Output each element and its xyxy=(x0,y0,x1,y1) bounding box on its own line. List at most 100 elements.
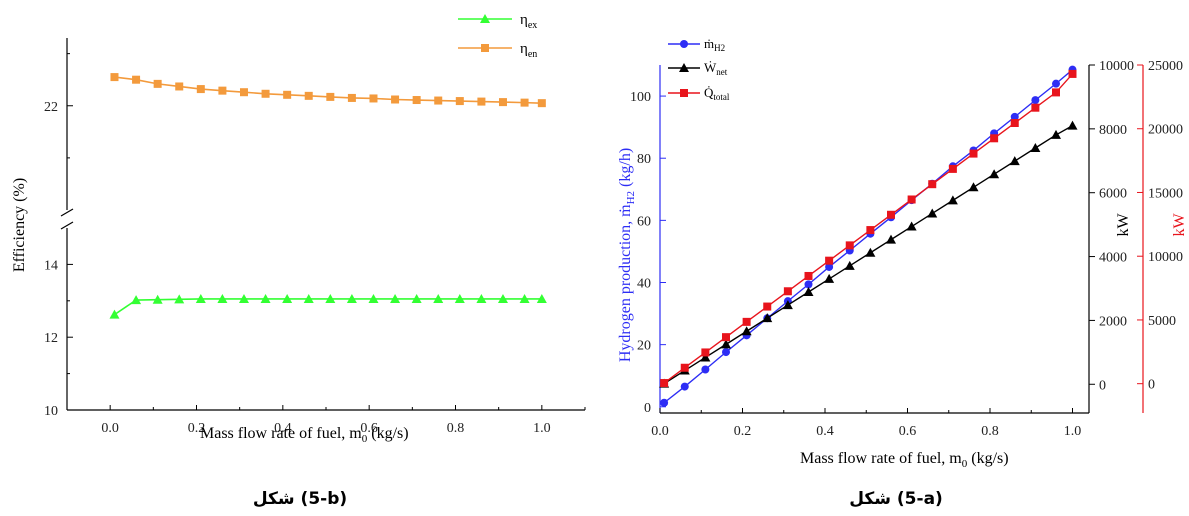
data-point-ex xyxy=(217,293,228,303)
left-y-tick-label: 80 xyxy=(637,152,651,167)
data-point-en xyxy=(239,88,248,97)
right1-y-tick-label: 10000 xyxy=(1099,59,1134,74)
legend-label-wnet: Ẇnet xyxy=(704,60,728,77)
data-point-total xyxy=(742,317,751,326)
data-point-ex xyxy=(476,293,487,303)
right1-y-tick-label: 2000 xyxy=(1099,314,1127,329)
data-point-total xyxy=(907,195,916,204)
data-point-H2 xyxy=(701,365,710,374)
data-point-H2 xyxy=(1031,96,1040,105)
data-point-total xyxy=(990,134,999,143)
data-point-ex xyxy=(131,295,142,305)
data-point-en xyxy=(537,99,546,108)
left-y-tick-label: 100 xyxy=(630,90,651,105)
data-point-total xyxy=(825,256,834,265)
data-point-ex xyxy=(368,293,379,303)
data-point-total xyxy=(928,180,937,189)
data-point-net xyxy=(824,273,835,283)
right1-y-tick-label: 0 xyxy=(1099,378,1106,393)
data-point-net xyxy=(865,247,876,257)
data-point-en xyxy=(261,89,270,98)
data-point-en xyxy=(369,94,378,103)
data-point-en xyxy=(455,97,464,106)
right2-y-tick-label: 15000 xyxy=(1148,186,1183,201)
data-point-net xyxy=(803,286,814,296)
x-tick-label: 1.0 xyxy=(533,421,551,436)
legend-label-qtotal: Q̇total xyxy=(704,85,730,102)
data-point-en xyxy=(477,97,486,106)
y-axis-label: Efficiency (%) xyxy=(11,178,28,272)
data-point-H2 xyxy=(825,262,834,271)
data-point-ex xyxy=(433,293,444,303)
data-point-en xyxy=(218,86,227,95)
x-tick-label: 0.8 xyxy=(981,424,999,439)
data-point-net xyxy=(1009,156,1020,166)
axis-break-mark-top xyxy=(60,208,74,217)
legend-marker-triangle xyxy=(679,63,689,72)
data-point-total xyxy=(845,241,854,250)
legend-label-eta-ex: ηex xyxy=(520,12,537,31)
data-point-ex xyxy=(152,294,163,304)
x-tick-label: 0.0 xyxy=(651,424,669,439)
data-point-ex xyxy=(536,293,547,303)
y-tick-label: 12 xyxy=(44,331,58,346)
x-tick-label: 0.0 xyxy=(101,421,119,436)
data-point-ex xyxy=(109,309,120,319)
data-point-net xyxy=(782,300,793,310)
data-point-ex xyxy=(497,293,508,303)
data-point-en xyxy=(520,98,529,107)
x-tick-label: 0.6 xyxy=(899,424,917,439)
data-point-H2 xyxy=(722,348,730,357)
data-point-ex xyxy=(282,293,293,303)
data-point-en xyxy=(153,79,162,88)
data-point-net xyxy=(886,234,896,244)
legend: ṁH2 Ẇnet Q̇total xyxy=(668,36,730,102)
legend-label-mh2: ṁH2 xyxy=(704,36,725,53)
data-point-H2 xyxy=(804,280,813,289)
data-point-ex xyxy=(325,293,336,303)
data-point-net xyxy=(927,208,938,218)
data-point-ex xyxy=(454,293,465,303)
data-point-total xyxy=(887,210,895,219)
data-point-total xyxy=(804,271,813,280)
y-tick-label: 10 xyxy=(44,404,58,419)
x-tick-group: 0.0 0.2 0.4 0.6 0.8 1.0 xyxy=(651,408,1081,439)
data-point-net xyxy=(968,182,979,192)
data-point-en xyxy=(283,90,292,99)
x-tick-label: 0.4 xyxy=(816,424,834,439)
x-tick-label: 0.2 xyxy=(734,424,752,439)
data-point-total xyxy=(783,287,792,296)
legend-entry-wnet: Ẇnet xyxy=(668,60,728,77)
data-point-net xyxy=(741,326,752,336)
figure-caption-a: شكل (5-a) xyxy=(849,489,943,509)
legend-label-eta-en: ηen xyxy=(520,41,537,60)
data-point-total xyxy=(1052,88,1060,97)
right1-y-tick-label: 6000 xyxy=(1099,187,1127,202)
data-point-total xyxy=(1031,103,1040,112)
data-point-total xyxy=(763,302,772,311)
data-point-net xyxy=(721,339,731,349)
x-axis-label: Mass flow rate of fuel, m0 (kg/s) xyxy=(200,425,409,445)
data-point-H2 xyxy=(680,382,689,391)
legend-marker-triangle xyxy=(480,14,490,23)
data-point-ex xyxy=(346,293,357,303)
legend: ηex ηen xyxy=(458,12,537,60)
data-point-en xyxy=(175,82,184,91)
data-point-H2 xyxy=(1010,112,1019,121)
data-point-net xyxy=(989,169,1000,179)
data-point-total xyxy=(660,379,669,388)
data-point-ex xyxy=(195,293,206,303)
figure-caption-b: شكل (5-b) xyxy=(253,489,347,509)
y-tick-label: 22 xyxy=(44,100,58,115)
x-tick-group: 0.0 0.2 0.4 0.6 0.8 1.0 xyxy=(66,405,586,436)
right2-y-tick-group: 0 5000 10000 15000 20000 25000 xyxy=(1137,59,1183,393)
data-point-net xyxy=(1051,129,1061,139)
legend-entry-eta-en: ηen xyxy=(458,41,537,60)
right2-y-axis-label: kW xyxy=(1171,213,1188,237)
data-point-total xyxy=(1068,69,1077,78)
y-tick-label: 14 xyxy=(44,258,58,273)
data-point-net xyxy=(1030,143,1041,153)
data-point-ex xyxy=(238,293,249,303)
data-point-ex xyxy=(390,293,401,303)
data-point-en xyxy=(391,95,400,104)
